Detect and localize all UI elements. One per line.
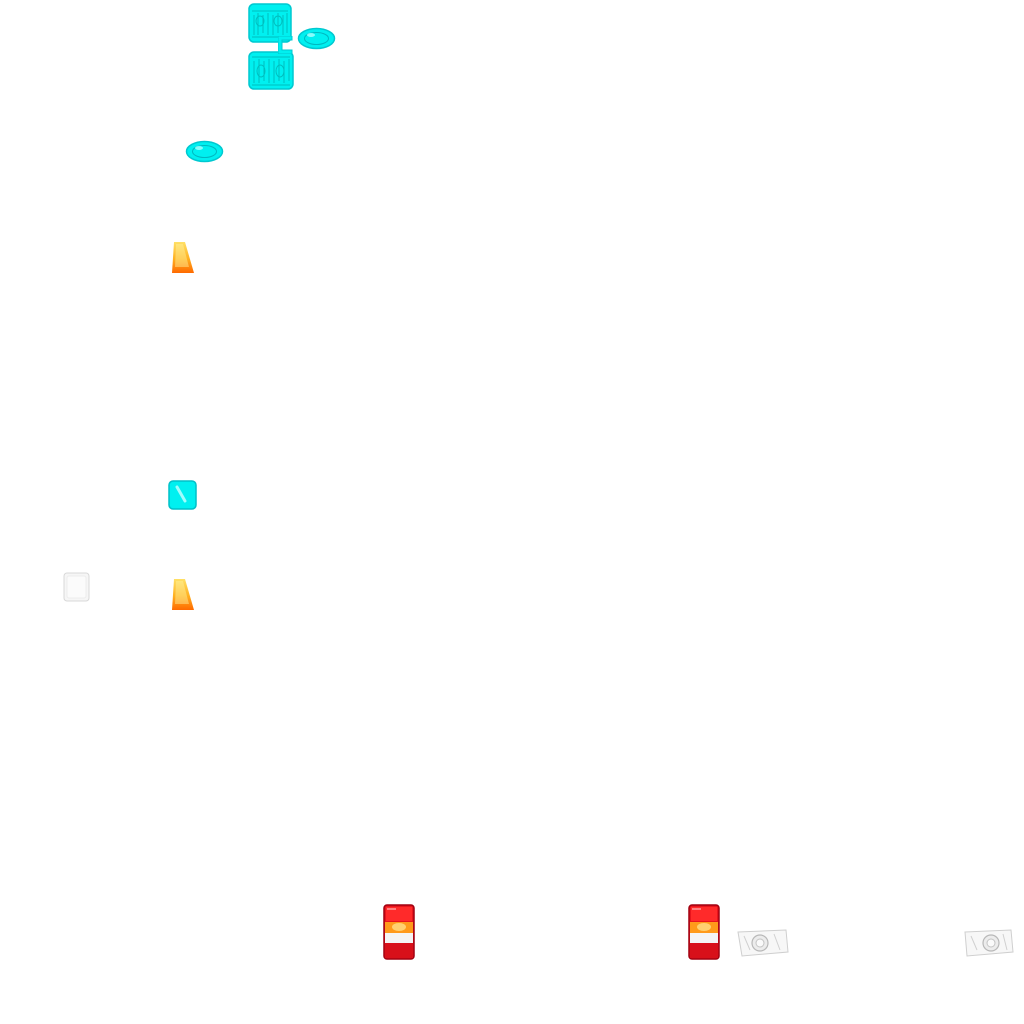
cyan-oval-lamp-icon — [297, 26, 336, 51]
clear-headlight-icon — [963, 928, 1015, 958]
cyan-oval-lamp-icon — [185, 139, 224, 164]
red-tail-light-icon — [382, 904, 416, 960]
clear-square-lens-icon — [63, 572, 90, 602]
cyan-grille-panel-icon — [248, 51, 294, 90]
amber-indicator-lens-icon — [171, 578, 195, 611]
cyan-grille-panel-icon — [248, 3, 292, 43]
cyan-connector-tab-icon — [278, 36, 294, 54]
red-tail-light-icon — [687, 904, 721, 960]
amber-indicator-lens-icon — [171, 241, 195, 274]
cyan-square-lamp-icon — [168, 480, 197, 510]
clear-headlight-icon — [736, 928, 790, 958]
